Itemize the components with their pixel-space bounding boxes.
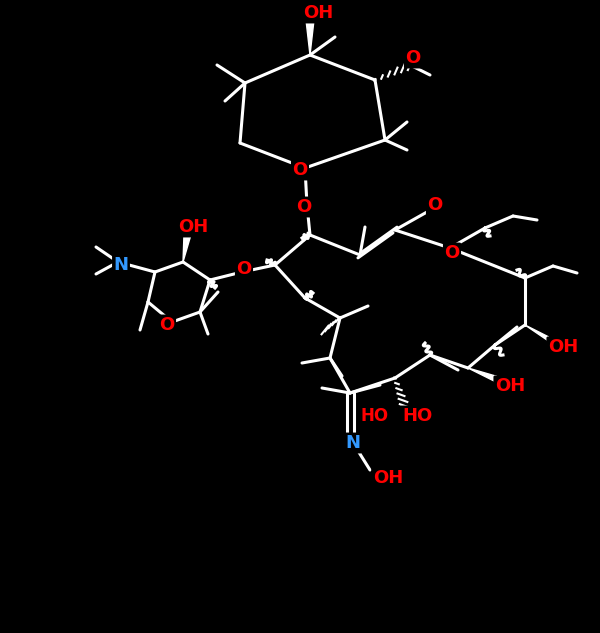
Text: O: O [406, 49, 421, 67]
Text: OH: OH [495, 377, 525, 395]
Text: OH: OH [548, 338, 578, 356]
Text: N: N [113, 256, 128, 274]
Text: O: O [160, 316, 175, 334]
Polygon shape [525, 325, 552, 344]
Text: OH: OH [303, 4, 333, 22]
Text: O: O [445, 244, 460, 262]
Text: O: O [236, 260, 251, 278]
Text: O: O [427, 196, 443, 214]
Text: O: O [296, 198, 311, 216]
Text: O: O [292, 161, 308, 179]
Text: N: N [346, 434, 361, 452]
Polygon shape [468, 368, 499, 384]
Text: HO: HO [402, 407, 432, 425]
Polygon shape [183, 231, 192, 262]
Text: HO: HO [361, 407, 389, 425]
Polygon shape [306, 20, 314, 55]
Text: OH: OH [373, 469, 403, 487]
Text: OH: OH [178, 218, 208, 236]
